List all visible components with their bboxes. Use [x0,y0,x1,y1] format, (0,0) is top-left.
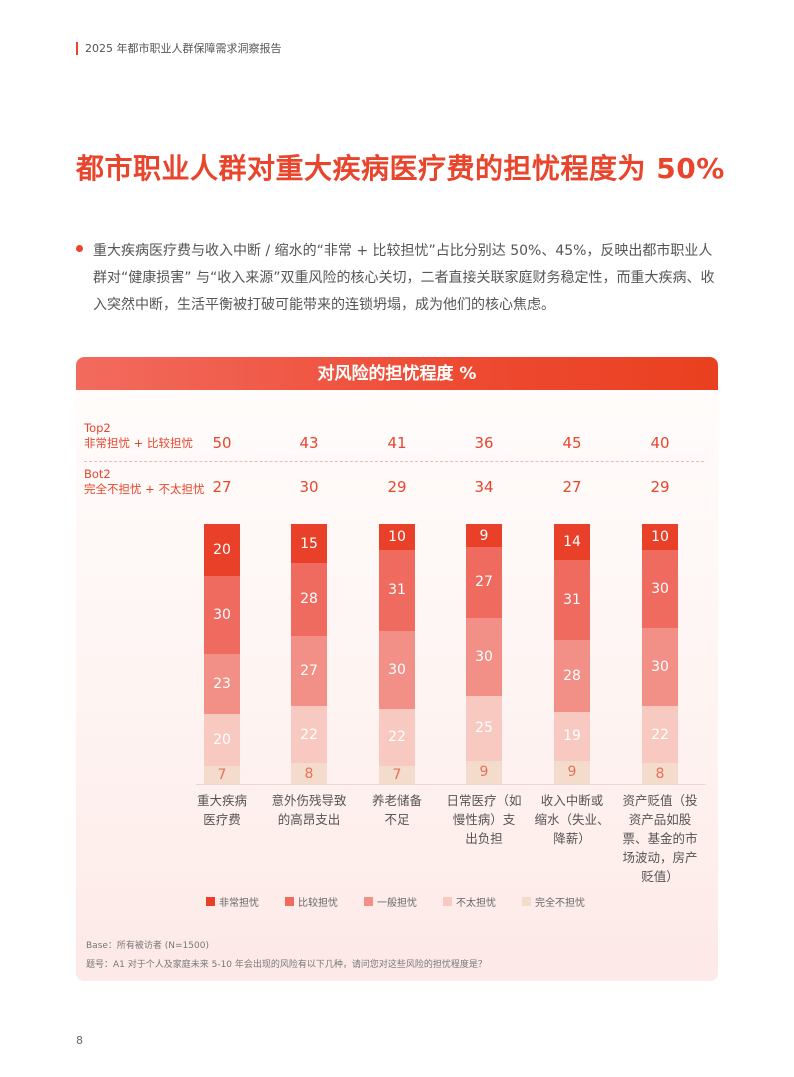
bar-segment: 8 [642,763,678,784]
bar-segment: 28 [554,639,590,712]
bar-segment: 30 [466,617,502,696]
stacked-bar: 14 31 28 19 9 [554,524,590,784]
legend-label: 比较担忧 [298,898,338,909]
bot2-label-line1: Bot2 [84,467,111,481]
category-label: 日常医疗（如 慢性病）支 出负担 [446,793,522,846]
legend-item: 非常担忧 [206,894,259,909]
chart-baseline [196,784,706,785]
bar-segment: 28 [291,563,327,636]
legend-item: 比较担忧 [285,894,338,909]
legend-item: 不太担忧 [443,894,496,909]
stacked-bar: 9 27 30 25 9 [466,524,502,784]
bar-segment: 20 [204,713,240,766]
bar-segment: 30 [642,628,678,706]
legend-item: 完全不担忧 [522,894,585,909]
base-note: Base：所有被访者 (N=1500) [86,941,209,951]
summary-bullet: 重大疾病医疗费与收入中断 / 缩水的“非常 + 比较担忧”占比分别达 50%、4… [76,238,726,319]
top2-value: 50 [212,434,232,452]
bar-segment: 15 [291,524,327,563]
question-note: 题号：A1 对于个人及家庭未来 5-10 年会出现的风险有以下几种，请问您对这些… [86,960,487,970]
bar-segment: 7 [379,765,415,784]
legend-swatch-icon [522,897,531,906]
category-label: 意外伤残导致 的高昂支出 [271,793,347,827]
legend-swatch-icon [285,897,294,906]
category-label: 资产贬值（投 资产品如股 票、基金的市 场波动，房产 贬值） [622,793,698,884]
bot2-value: 27 [212,478,232,496]
bar-segment: 9 [466,524,502,548]
bar-segment: 14 [554,524,590,561]
top2-label: Top2 非常担忧 + 比较担忧 [84,421,193,451]
legend-label: 一般担忧 [377,898,417,909]
legend-swatch-icon [443,897,452,906]
bar-segment: 27 [291,635,327,706]
stacked-bar: 10 31 30 22 7 [379,524,415,784]
bot2-values-row: 27 30 29 34 27 29 [76,478,718,498]
bar-segment: 23 [204,654,240,714]
bar-segment: 10 [379,524,415,550]
stacked-bar: 20 30 23 20 7 [204,524,240,784]
bar-segment: 27 [466,547,502,618]
bar-segment: 30 [204,576,240,654]
stacked-bar: 15 28 27 22 8 [291,524,327,784]
bar-segment: 9 [554,760,590,784]
stacked-bar: 10 30 30 22 8 [642,524,678,784]
top2-label-line2: 非常担忧 + 比较担忧 [84,436,193,450]
report-header: 2025 年都市职业人群保障需求洞察报告 [76,40,282,56]
top2-value: 41 [387,434,407,452]
top2-label-line1: Top2 [84,421,111,435]
chart-card: 对风险的担忧程度 % Top2 非常担忧 + 比较担忧 50 43 41 36 … [76,357,718,981]
header-accent-bar [76,41,78,55]
chart-legend: 非常担忧 比较担忧 一般担忧 不太担忧 完全不担忧 [206,894,611,909]
top2-value: 43 [299,434,319,452]
bot2-value: 27 [562,478,582,496]
bot2-value: 29 [650,478,670,496]
category-label: 重大疾病 医疗费 [196,793,247,827]
bar-segment: 31 [379,550,415,631]
bar-segment: 22 [291,705,327,764]
bot2-label-line2: 完全不担忧 + 不太担忧 [84,482,205,496]
legend-swatch-icon [364,897,373,906]
bar-segment: 19 [554,711,590,761]
bot2-value: 29 [387,478,407,496]
category-label: 养老储备 不足 [371,793,422,827]
bar-segment: 9 [466,760,502,784]
bar-segment: 22 [642,706,678,764]
page-number: 8 [76,1034,83,1047]
legend-swatch-icon [206,897,215,906]
bot2-label: Bot2 完全不担忧 + 不太担忧 [84,467,204,497]
chart-title: 对风险的担忧程度 % [76,357,718,390]
bar-segment: 8 [291,763,327,784]
bar-segment: 10 [642,524,678,550]
category-label: 收入中断或 缩水（失业、 降薪） [534,793,610,846]
legend-label: 不太担忧 [456,898,496,909]
top2-value: 36 [474,434,494,452]
top2-value: 40 [650,434,670,452]
bot2-value: 30 [299,478,319,496]
top2-values-row: 50 43 41 36 45 40 [76,434,718,454]
bar-segment: 7 [204,765,240,784]
row-divider [84,461,704,462]
legend-label: 非常担忧 [219,898,259,909]
bar-segment: 20 [204,524,240,576]
legend-label: 完全不担忧 [535,898,585,909]
summary-text: 重大疾病医疗费与收入中断 / 缩水的“非常 + 比较担忧”占比分别达 50%、4… [93,243,715,313]
bar-segment: 25 [466,695,502,761]
bar-segment: 31 [554,560,590,640]
page-title: 都市职业人群对重大疾病医疗费的担忧程度为 50% [76,152,725,185]
bullet-dot-icon [76,245,83,252]
legend-item: 一般担忧 [364,894,417,909]
bar-segment: 30 [642,550,678,628]
bar-segment: 22 [379,708,415,766]
top2-value: 45 [562,434,582,452]
bar-segment: 30 [379,630,415,709]
bot2-value: 34 [474,478,494,496]
report-title: 2025 年都市职业人群保障需求洞察报告 [85,42,282,55]
